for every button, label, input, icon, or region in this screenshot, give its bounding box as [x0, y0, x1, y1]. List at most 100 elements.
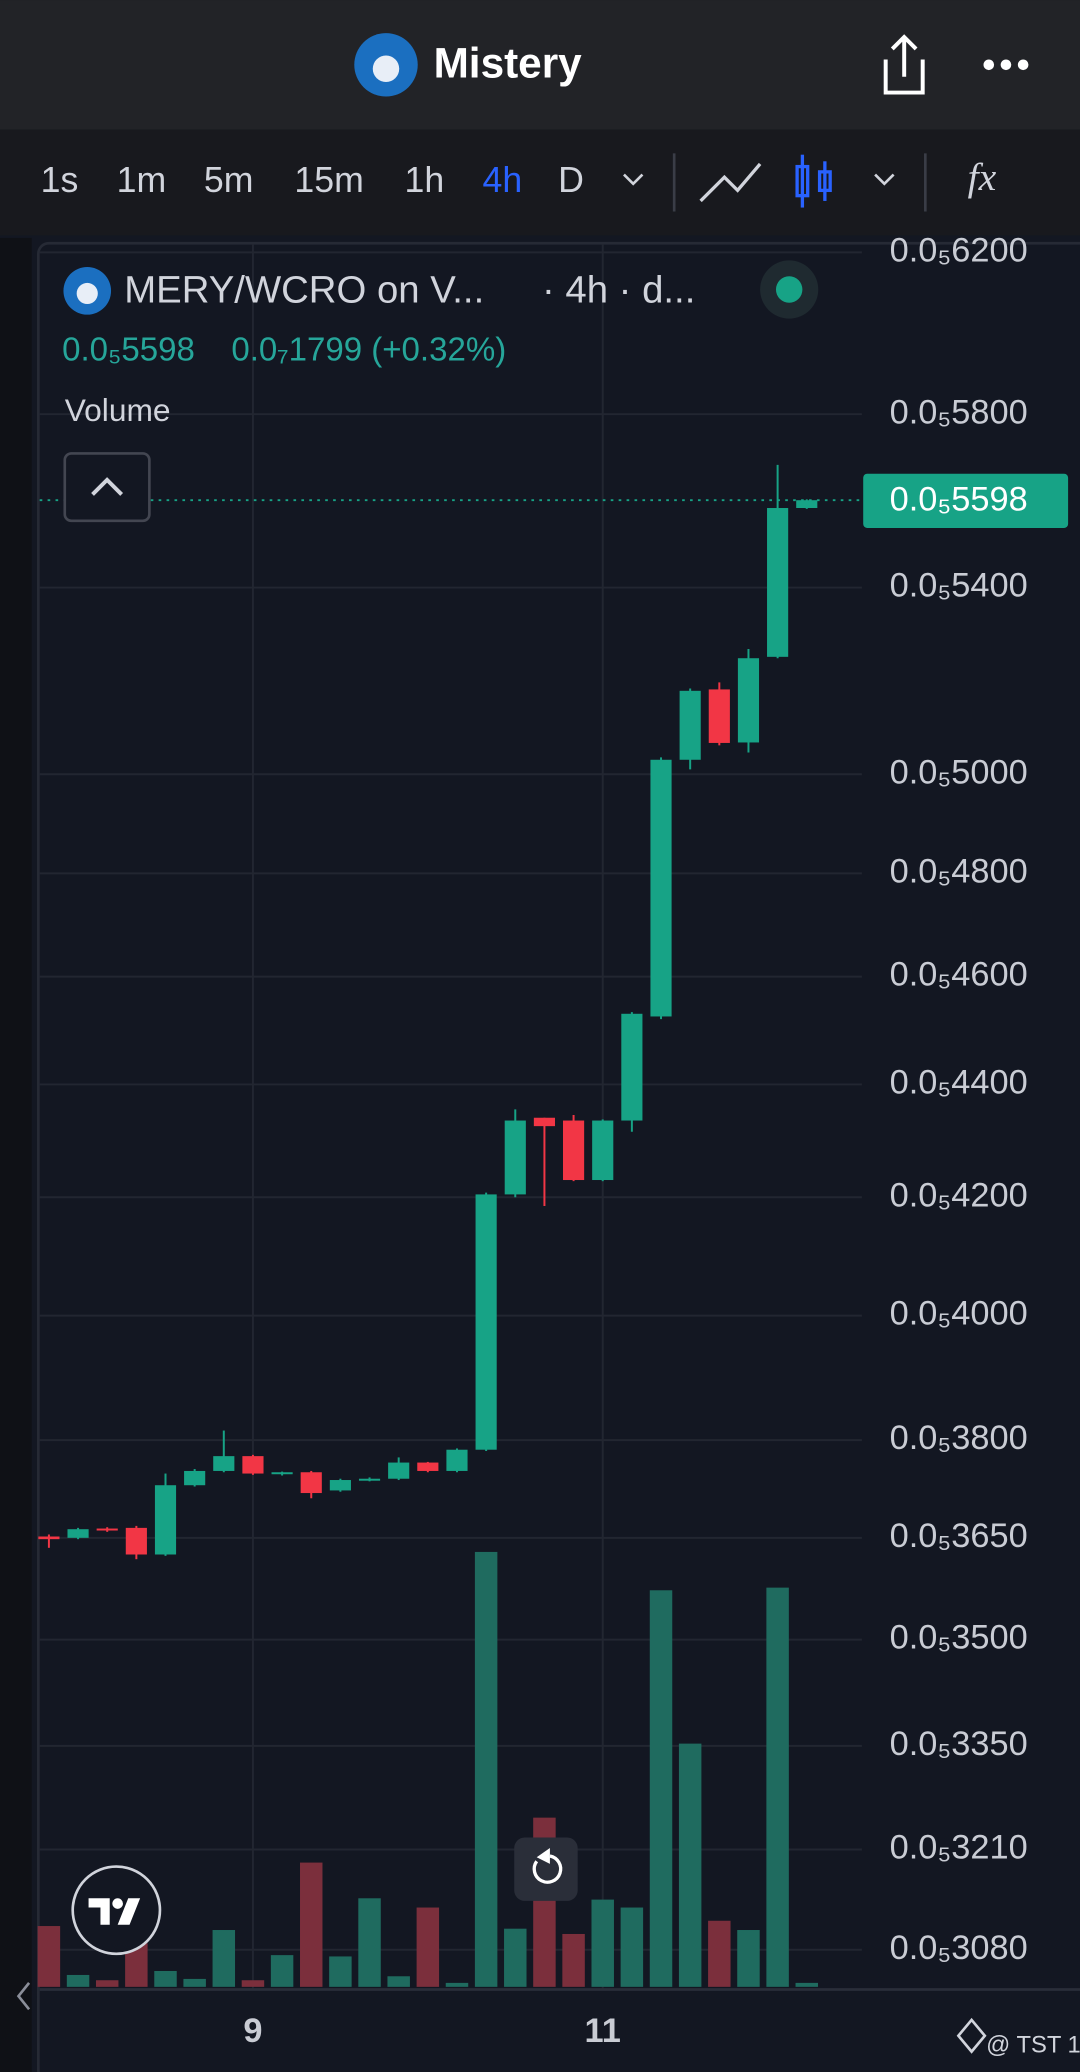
volume-bar [387, 1976, 410, 1987]
logo-dot [112, 1898, 123, 1909]
candle-body [737, 658, 760, 743]
x-tick-label: 9 [243, 2012, 262, 2050]
toolbar [0, 129, 1080, 236]
button-frame [514, 1837, 578, 1901]
y-tick-label: 0.0₅3080 [890, 1929, 1028, 1967]
x-tick-label: 11 [585, 2012, 621, 2050]
volume-bar [358, 1898, 381, 1987]
candle-body [300, 1472, 322, 1494]
y-tick-label: 0.0₅6200 [890, 231, 1028, 269]
candle-body [358, 1478, 381, 1481]
y-tick-label: 0.0₅3650 [890, 1517, 1028, 1555]
volume-bar [474, 1551, 498, 1987]
candle-body [563, 1120, 585, 1181]
candle-body [533, 1117, 556, 1127]
candle-body [417, 1462, 439, 1471]
reset-button[interactable] [514, 1837, 578, 1901]
volume-bar [562, 1933, 585, 1987]
volume-bar [678, 1743, 702, 1987]
collapse-legend-button[interactable] [63, 452, 151, 523]
watermark-icon [956, 2017, 987, 2054]
volume-bar [766, 1587, 789, 1987]
candle-body [708, 689, 730, 743]
dot [1000, 59, 1012, 71]
candles [38, 464, 862, 1560]
indicators-button[interactable]: fx [968, 155, 997, 199]
last-price-label: 0.0₅5598 [890, 481, 1028, 519]
volume-bar [620, 1907, 644, 1987]
candle-body [388, 1462, 410, 1479]
candle-chart-button[interactable] [795, 154, 832, 208]
candle-body [679, 690, 701, 760]
time-axis: 9 11 [243, 2012, 620, 2050]
interval-button[interactable]: 1m [117, 160, 167, 200]
price-axis: 0.0₅6200 0.0₅5800 0.0₅5400 0.0₅5000 0.0₅4800… [863, 231, 1069, 1967]
y-tick-label: 0.0₅4200 [890, 1176, 1028, 1214]
candle-body [767, 508, 789, 657]
watermark: @ TST 1 [986, 2032, 1080, 2059]
candle-body [67, 1529, 89, 1538]
button-frame [63, 452, 151, 523]
interval-list: 1s 1m 5m 15m 1h 4h D [41, 160, 584, 200]
tradingview-logo[interactable] [71, 1865, 162, 1956]
volume-bar [300, 1862, 323, 1987]
more-button[interactable] [983, 59, 1029, 71]
interval-button[interactable]: 15m [294, 160, 363, 200]
volume-bar [649, 1590, 673, 1987]
volume-bar [270, 1955, 294, 1987]
y-tick-label: 0.0₅3500 [890, 1619, 1028, 1657]
share-icon-arrow [890, 34, 918, 77]
candle-body [184, 1470, 206, 1486]
volume-bar [795, 1982, 818, 1987]
y-tick-label: 0.0₅4800 [890, 852, 1028, 890]
symbol-resolution: · 4h · d... [542, 268, 695, 311]
candle-body [125, 1527, 147, 1555]
interval-chevron[interactable] [623, 173, 644, 186]
grid [39, 244, 862, 1990]
y-tick-label: 0.0₅4400 [890, 1064, 1028, 1102]
candle-body [38, 1536, 60, 1540]
side-panel-toggle[interactable] [16, 1982, 31, 2011]
candle-body [329, 1480, 351, 1491]
interval-button[interactable]: 1h [404, 160, 444, 200]
candle-body [475, 1194, 497, 1450]
reset-icon-arrow [536, 1848, 550, 1864]
candle-body [213, 1456, 235, 1471]
volume-bar [329, 1956, 352, 1987]
token-icon-figure [372, 55, 400, 82]
y-tick-label: 0.0₅3800 [890, 1419, 1028, 1457]
dot [1017, 59, 1029, 71]
logo-frame [71, 1865, 162, 1956]
candle-body [504, 1120, 526, 1195]
chart-type-chevron[interactable] [874, 173, 895, 186]
last-price-badge [863, 473, 1069, 528]
candle-body [271, 1472, 293, 1475]
logo-mark [88, 1898, 141, 1925]
interval-button[interactable]: 1s [41, 160, 79, 200]
interval-button[interactable]: D [558, 160, 584, 200]
volume-bar [737, 1930, 760, 1987]
y-tick-label: 0.0₅5400 [890, 567, 1028, 605]
y-tick-label: 0.0₅5000 [890, 753, 1028, 791]
dot [983, 59, 995, 71]
symbol-name: MERY/WCRO on V... [124, 268, 484, 311]
chevron-up [91, 477, 124, 496]
volume-bar [591, 1899, 614, 1987]
share-icon-box [883, 59, 925, 95]
candle-body [154, 1485, 177, 1555]
volume-bar [504, 1928, 527, 1987]
symbol-icon-figure [76, 282, 98, 305]
y-tick-label: 0.0₅4000 [890, 1295, 1028, 1333]
y-tick-label: 0.0₅4600 [890, 956, 1028, 994]
page-title: Mistery [434, 39, 583, 86]
volume-bar [445, 1982, 469, 1987]
share-button[interactable] [883, 34, 925, 95]
line-chart-button[interactable] [699, 162, 762, 203]
y-tick-label: 0.0₅3210 [890, 1829, 1028, 1867]
volume-bar [212, 1930, 236, 1987]
interval-button[interactable]: 5m [204, 160, 254, 200]
candle-body [242, 1456, 264, 1474]
interval-button[interactable]: 4h [482, 160, 522, 200]
